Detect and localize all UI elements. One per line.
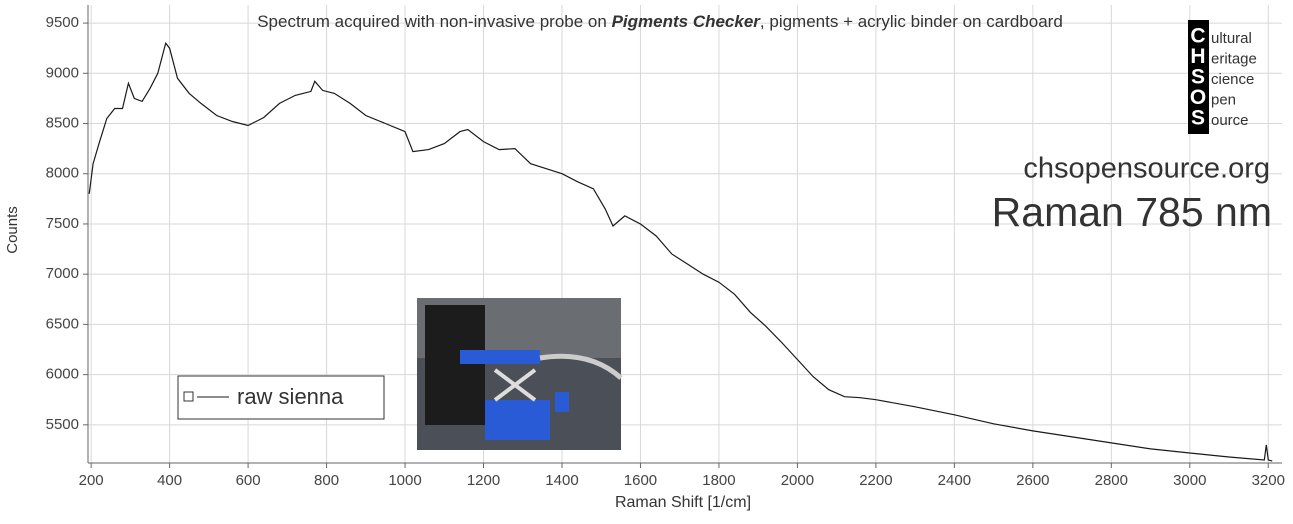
x-tick-label: 1400 xyxy=(545,472,578,489)
x-tick-label: 1600 xyxy=(624,472,657,489)
chart-title: Spectrum acquired with non-invasive prob… xyxy=(257,12,1063,31)
title-part: Spectrum acquired with non-invasive prob… xyxy=(257,12,611,31)
logo-letter: C xyxy=(1190,25,1205,48)
x-tick-label: 2000 xyxy=(781,472,814,489)
x-tick-label: 3200 xyxy=(1252,472,1285,489)
y-tick-label: 8000 xyxy=(46,165,79,182)
logo-word: eritage xyxy=(1211,50,1257,67)
inset-photo xyxy=(417,298,623,450)
x-tick-label: 800 xyxy=(314,472,339,489)
x-tick-label: 1000 xyxy=(388,472,421,489)
x-tick-label: 2600 xyxy=(1016,472,1049,489)
logo-letter: O xyxy=(1190,86,1206,109)
subtitle: Raman 785 nm xyxy=(992,189,1272,235)
x-tick-label: 1200 xyxy=(467,472,500,489)
y-tick-label: 8500 xyxy=(46,114,79,131)
x-tick-label: 2800 xyxy=(1095,472,1128,489)
x-tick-label: 1800 xyxy=(702,472,735,489)
legend-checkbox[interactable] xyxy=(183,391,194,402)
data-line xyxy=(88,41,1273,462)
logo-letter: S xyxy=(1191,107,1205,130)
y-axis-label: Counts xyxy=(4,206,21,254)
y-tick-label: 7000 xyxy=(46,265,79,282)
logo-word: ultural xyxy=(1211,30,1252,47)
y-tick-label: 6000 xyxy=(46,366,79,383)
y-tick-label: 5500 xyxy=(46,416,79,433)
title-part: Pigments Checker xyxy=(612,12,762,31)
y-tick-label: 9500 xyxy=(46,14,79,31)
logo-word: pen xyxy=(1211,91,1236,108)
logo-letter: S xyxy=(1191,66,1205,89)
x-tick-label: 400 xyxy=(157,472,182,489)
x-tick-label: 3000 xyxy=(1173,472,1206,489)
x-tick-label: 600 xyxy=(236,472,261,489)
logo-word: cience xyxy=(1211,71,1254,88)
legend-label: raw sienna xyxy=(237,384,344,409)
y-tick-label: 7500 xyxy=(46,215,79,232)
x-tick-label: 200 xyxy=(79,472,104,489)
x-tick-label: 2400 xyxy=(938,472,971,489)
y-tick-label: 6500 xyxy=(46,315,79,332)
x-tick-label: 2200 xyxy=(859,472,892,489)
logo-letter: H xyxy=(1190,45,1205,68)
y-tick-label: 9000 xyxy=(46,64,79,81)
x-axis-label: Raman Shift [1/cm] xyxy=(615,494,751,511)
logo-bar xyxy=(1188,20,1209,134)
logo-word: ource xyxy=(1211,112,1249,129)
title-part: , pigments + acrylic binder on cardboard xyxy=(760,12,1063,31)
website: chsopensource.org xyxy=(1023,153,1270,185)
